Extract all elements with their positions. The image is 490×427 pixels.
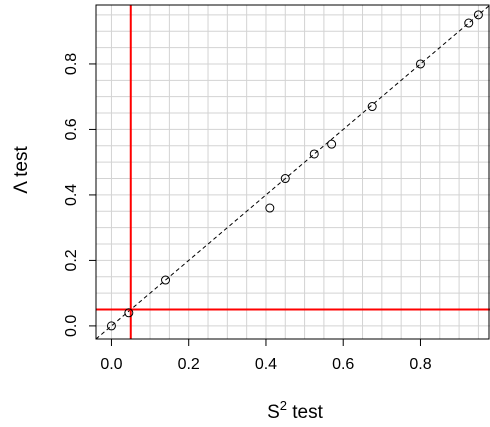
data-point	[309, 149, 319, 159]
y-tick-label: 0.0	[63, 315, 80, 337]
y-tick-label: 0.2	[63, 249, 80, 271]
x-tick-label: 0.0	[100, 356, 122, 373]
threshold-lines	[96, 5, 490, 339]
x-axis: 0.0 0.2 0.4 0.6 0.8	[100, 338, 432, 373]
x-tick-label: 0.2	[178, 356, 200, 373]
y-tick-label: 0.6	[63, 118, 80, 140]
x-tick-label: 0.4	[255, 356, 277, 373]
data-point	[473, 10, 483, 20]
data-point	[280, 174, 290, 184]
data-point	[161, 275, 171, 285]
y-axis: 0.0 0.2 0.4 0.6 0.8	[63, 53, 97, 337]
y-axis-title: Λ test	[11, 146, 32, 194]
identity-line	[95, 4, 490, 340]
data-point	[265, 203, 275, 213]
x-tick-label: 0.8	[409, 356, 431, 373]
y-tick-label: 0.8	[63, 53, 80, 75]
data-point	[106, 321, 116, 331]
y-tick-label: 0.4	[63, 184, 80, 206]
data-point	[415, 59, 425, 69]
x-tick-label: 0.6	[332, 356, 354, 373]
data-point	[464, 18, 474, 28]
data-point	[327, 139, 337, 149]
data-points	[106, 10, 483, 331]
reference-line-layer	[95, 4, 490, 340]
x-axis-title: S2 test	[267, 398, 324, 423]
data-point	[124, 308, 134, 318]
data-point	[367, 102, 377, 112]
grid	[96, 5, 490, 339]
